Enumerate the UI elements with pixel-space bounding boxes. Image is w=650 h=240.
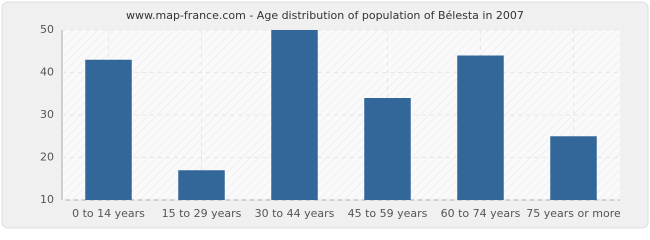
y-tick-label: 10: [40, 193, 54, 206]
bar: [85, 59, 132, 200]
bar: [178, 170, 225, 200]
bar: [364, 98, 411, 200]
chart: www.map-france.com - Age distribution of…: [1, 1, 649, 229]
x-tick-label: 45 to 59 years: [348, 207, 428, 220]
y-tick-label: 30: [40, 108, 54, 121]
bar: [457, 55, 504, 200]
bar: [550, 136, 597, 200]
x-tick-label: 30 to 44 years: [255, 207, 335, 220]
x-tick-label: 60 to 74 years: [441, 207, 521, 220]
y-tick-label: 20: [40, 151, 54, 164]
x-tick-label: 15 to 29 years: [162, 207, 242, 220]
y-tick-label: 40: [40, 66, 54, 79]
chart-title: www.map-france.com - Age distribution of…: [126, 9, 524, 22]
y-tick-label: 50: [40, 23, 54, 36]
x-tick-label: 75 years or more: [526, 207, 621, 220]
x-tick-label: 0 to 14 years: [72, 207, 145, 220]
bar: [271, 30, 318, 200]
